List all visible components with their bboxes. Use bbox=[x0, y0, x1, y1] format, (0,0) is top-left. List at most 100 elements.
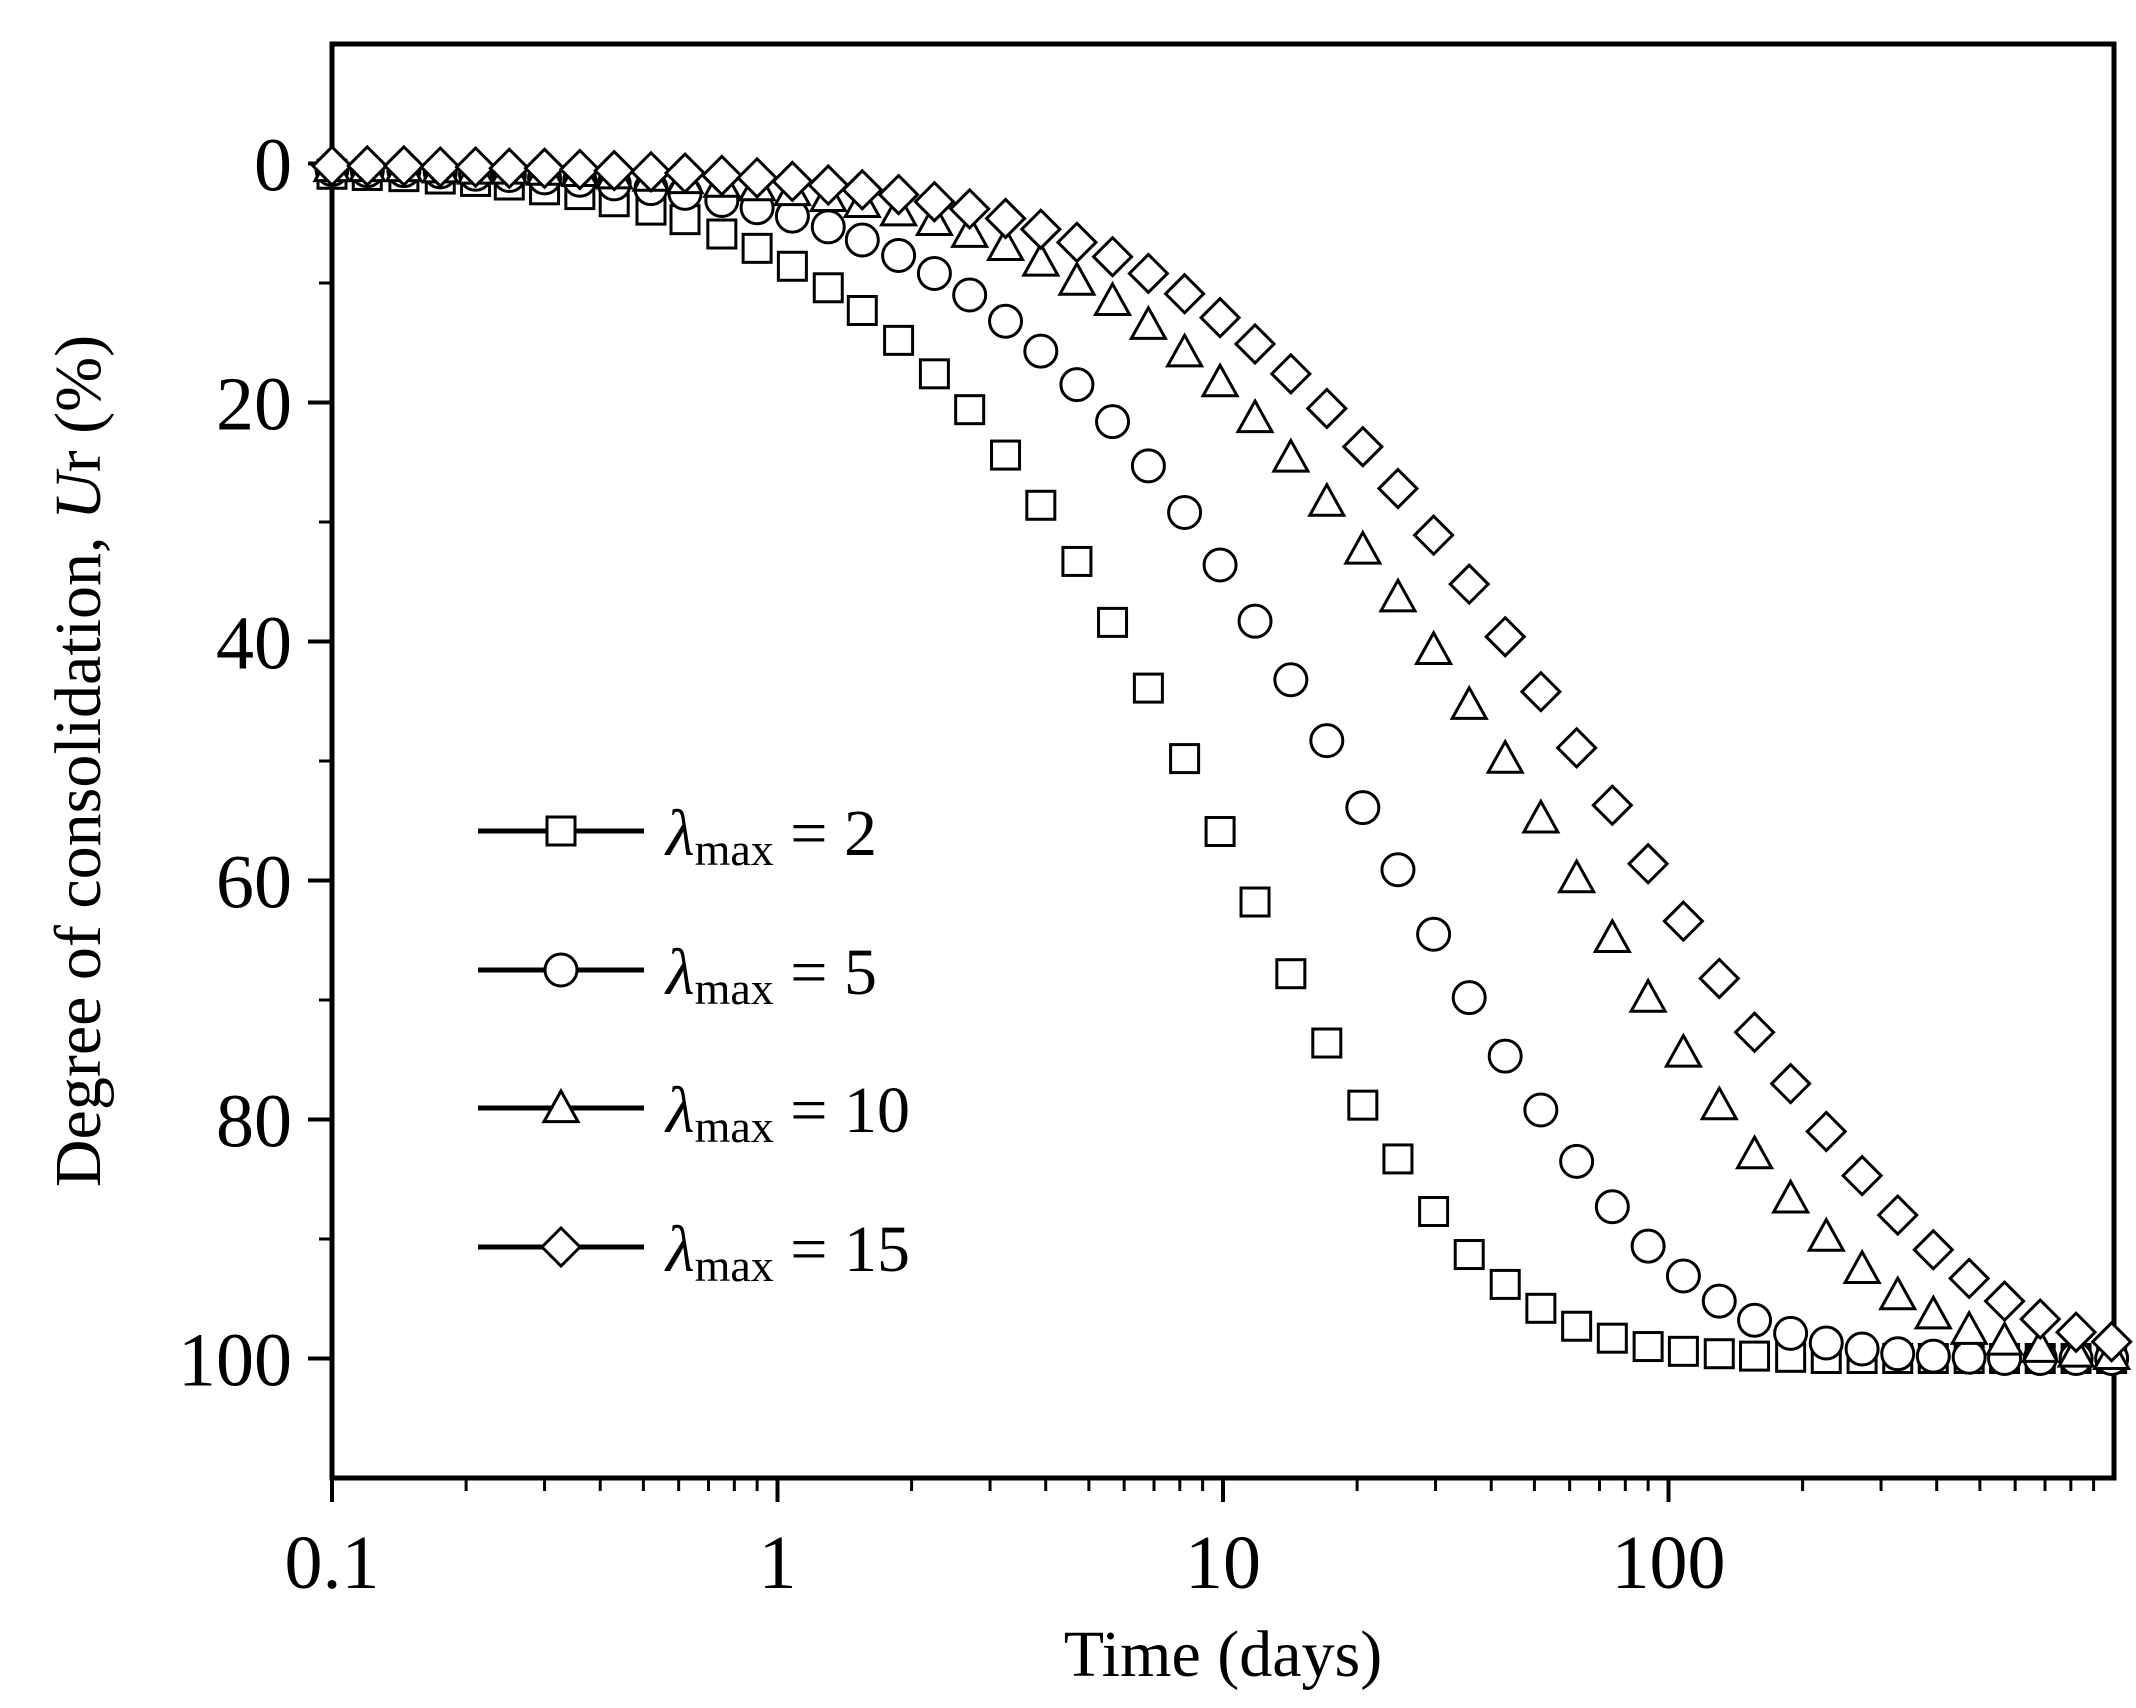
data-point-diamond bbox=[663, 151, 707, 195]
data-point-triangle bbox=[1949, 1309, 1989, 1345]
data-point-diamond bbox=[771, 160, 814, 203]
data-point-circle bbox=[1380, 852, 1416, 888]
data-point-square bbox=[1025, 489, 1057, 521]
data-point-diamond bbox=[1127, 252, 1170, 295]
data-point-circle bbox=[1808, 1325, 1844, 1361]
data-point-square bbox=[1739, 1340, 1771, 1372]
legend-subscript: max bbox=[695, 1101, 774, 1152]
data-point-square bbox=[741, 232, 773, 264]
data-point-triangle bbox=[1165, 332, 1205, 368]
data-point-square bbox=[1561, 1310, 1593, 1342]
y-tick-label: 80 bbox=[216, 1080, 292, 1164]
data-point-diamond bbox=[1233, 322, 1277, 366]
data-point-triangle bbox=[1128, 304, 1168, 340]
data-point-triangle bbox=[1913, 1294, 1953, 1330]
legend-symbol: λ bbox=[664, 1213, 695, 1286]
data-point-diamond bbox=[1448, 563, 1491, 606]
data-point-diamond bbox=[488, 147, 531, 190]
legend-subscript: max bbox=[695, 963, 774, 1014]
x-tick-label: 10 bbox=[1185, 1521, 1261, 1605]
x-tick-label: 1 bbox=[759, 1521, 797, 1605]
data-point-circle bbox=[1880, 1336, 1916, 1372]
data-point-diamond bbox=[1769, 1062, 1812, 1105]
data-point-triangle bbox=[1985, 1320, 2025, 1356]
data-point-triangle bbox=[1806, 1216, 1846, 1252]
data-point-circle bbox=[1237, 603, 1273, 639]
data-point-circle bbox=[916, 255, 952, 291]
data-point-diamond bbox=[1198, 296, 1242, 339]
data-point-circle bbox=[1130, 448, 1166, 484]
legend-value: = 15 bbox=[774, 1213, 910, 1286]
data-point-circle bbox=[1594, 1189, 1630, 1225]
legend-label: λmax = 15 bbox=[664, 1213, 910, 1291]
legend-entry: λmax = 15 bbox=[478, 1213, 910, 1291]
data-point-triangle bbox=[1414, 629, 1454, 665]
data-point-diamond bbox=[700, 154, 743, 197]
data-point-diamond bbox=[841, 168, 884, 211]
y-axis-label-variable: U bbox=[42, 468, 115, 520]
legend-entry: λmax = 10 bbox=[478, 1074, 910, 1152]
data-point-triangle bbox=[1485, 738, 1525, 774]
data-point-triangle bbox=[1628, 977, 1668, 1013]
data-point-square bbox=[1632, 1331, 1664, 1363]
data-point-triangle bbox=[1343, 529, 1383, 565]
legend-label: λmax = 5 bbox=[664, 936, 877, 1014]
series-group bbox=[310, 144, 2133, 1376]
data-point-diamond bbox=[1805, 1110, 1848, 1153]
data-point-diamond bbox=[1484, 615, 1527, 658]
data-point-diamond bbox=[629, 150, 673, 193]
data-point-square bbox=[918, 358, 950, 390]
data-point-square bbox=[812, 272, 844, 304]
data-point-diamond bbox=[1662, 900, 1705, 943]
data-point-square bbox=[1418, 1196, 1450, 1228]
x-tick-label: 0.1 bbox=[285, 1521, 380, 1605]
data-point-diamond bbox=[1019, 208, 1062, 251]
data-point-diamond bbox=[948, 187, 991, 231]
y-tick-label: 40 bbox=[216, 602, 292, 686]
data-point-circle bbox=[1665, 1258, 1701, 1294]
data-point-circle bbox=[1273, 662, 1309, 698]
legend-symbol: λ bbox=[664, 1074, 695, 1147]
data-point-circle bbox=[1559, 1143, 1595, 1179]
data-point-square bbox=[1382, 1143, 1414, 1175]
data-point-triangle bbox=[1592, 917, 1632, 953]
legend-label: λmax = 2 bbox=[664, 797, 877, 875]
data-point-diamond bbox=[346, 144, 389, 188]
data-point-diamond bbox=[1055, 221, 1099, 264]
data-point-square bbox=[706, 218, 738, 250]
data-point-triangle bbox=[1449, 684, 1489, 720]
data-point-circle bbox=[1309, 723, 1345, 759]
legend-symbol: λ bbox=[664, 797, 695, 870]
legend-value: = 5 bbox=[774, 936, 877, 1009]
data-point-diamond bbox=[1091, 235, 1134, 278]
data-point-diamond bbox=[1840, 1154, 1884, 1197]
data-point-square bbox=[1453, 1239, 1485, 1271]
data-point-diamond bbox=[593, 149, 636, 192]
legend-subscript: max bbox=[695, 824, 774, 875]
data-point-square bbox=[1061, 545, 1093, 577]
data-point-triangle bbox=[1092, 280, 1133, 317]
data-point-diamond bbox=[1912, 1228, 1955, 1271]
data-point-diamond bbox=[735, 156, 779, 199]
data-point-circle bbox=[1951, 1339, 1987, 1375]
data-point-diamond bbox=[523, 147, 566, 190]
data-point-diamond bbox=[2019, 1297, 2062, 1341]
data-point-diamond bbox=[1269, 352, 1312, 395]
data-point-circle bbox=[1451, 980, 1487, 1016]
x-axis-label: Time (days) bbox=[1064, 1618, 1382, 1691]
data-point-diamond bbox=[1591, 784, 1634, 827]
data-point-circle bbox=[1202, 547, 1238, 583]
data-point-triangle bbox=[1557, 858, 1597, 894]
data-point-square bbox=[954, 394, 986, 426]
data-point-triangle bbox=[1878, 1275, 1918, 1311]
data-point-diamond bbox=[1376, 467, 1420, 510]
data-point-diamond bbox=[2054, 1311, 2098, 1354]
data-point-square bbox=[1525, 1292, 1557, 1324]
data-point-square bbox=[846, 294, 878, 326]
legend-marker-triangle bbox=[541, 1087, 581, 1124]
data-point-triangle bbox=[1378, 577, 1418, 613]
data-point-triangle bbox=[1021, 241, 1061, 277]
